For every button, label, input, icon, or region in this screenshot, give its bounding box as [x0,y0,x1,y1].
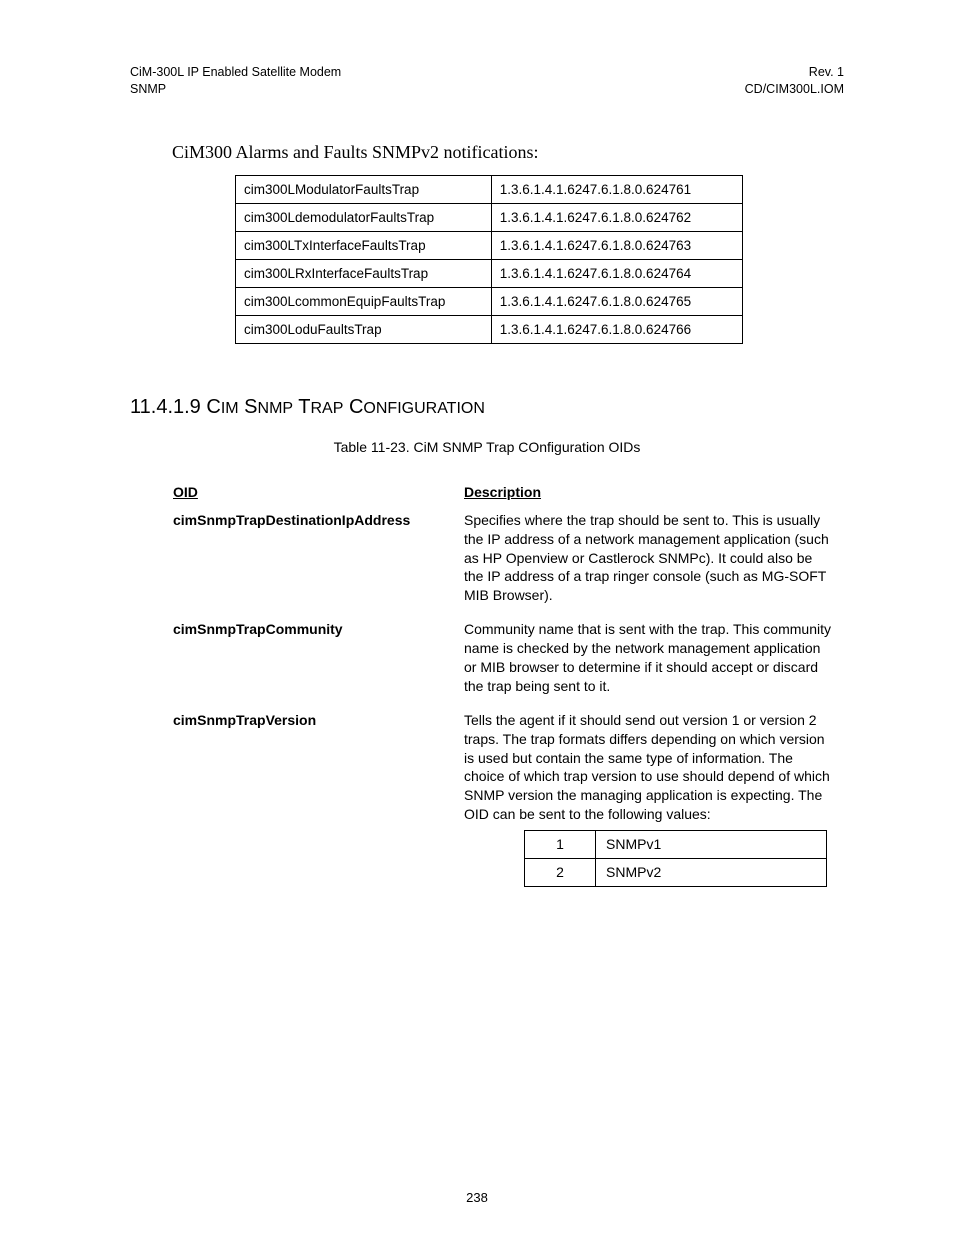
table-row: cimSnmpTrapDestinationIpAddressSpecifies… [172,510,832,619]
header-product-line: CiM-300L IP Enabled Satellite Modem [130,64,341,81]
oid-description: Specifies where the trap should be sent … [463,510,832,619]
header-doc-line: CD/CIM300L.IOM [745,81,844,98]
header-left: CiM-300L IP Enabled Satellite Modem SNMP [130,64,341,98]
oid-name: cimSnmpTrapCommunity [172,619,463,710]
document-page: CiM-300L IP Enabled Satellite Modem SNMP… [0,0,954,1235]
oid-name: cimSnmpTrapVersion [172,710,463,901]
oid-description: Community name that is sent with the tra… [463,619,832,710]
table-row: cimSnmpTrapCommunityCommunity name that … [172,619,832,710]
version-values-table: 1SNMPv12SNMPv2 [524,830,827,887]
notification-oid: 1.3.6.1.4.1.6247.6.1.8.0.624763 [491,231,742,259]
table-row: cim300LoduFaultsTrap1.3.6.1.4.1.6247.6.1… [236,315,743,343]
notification-oid: 1.3.6.1.4.1.6247.6.1.8.0.624762 [491,203,742,231]
notification-name: cim300LModulatorFaultsTrap [236,175,492,203]
oid-description-table: OID Description cimSnmpTrapDestinationIp… [172,483,832,901]
table-row: cim300LTxInterfaceFaultsTrap1.3.6.1.4.1.… [236,231,743,259]
section-heading: 11.4.1.9 CIM SNMP TRAP CONFIGURATION [130,396,844,419]
notification-name: cim300LRxInterfaceFaultsTrap [236,259,492,287]
table-row: cim300LdemodulatorFaultsTrap1.3.6.1.4.1.… [236,203,743,231]
column-header-oid: OID [172,483,463,510]
notification-oid: 1.3.6.1.4.1.6247.6.1.8.0.624765 [491,287,742,315]
table-row: 2SNMPv2 [525,859,827,887]
notification-oid: 1.3.6.1.4.1.6247.6.1.8.0.624761 [491,175,742,203]
page-number: 238 [0,1190,954,1205]
notification-name: cim300LoduFaultsTrap [236,315,492,343]
table-caption: Table 11-23. CiM SNMP Trap COnfiguration… [130,439,844,455]
notification-name: cim300LcommonEquipFaultsTrap [236,287,492,315]
table-row: cim300LRxInterfaceFaultsTrap1.3.6.1.4.1.… [236,259,743,287]
notifications-table: cim300LModulatorFaultsTrap1.3.6.1.4.1.62… [235,175,743,344]
notification-oid: 1.3.6.1.4.1.6247.6.1.8.0.624764 [491,259,742,287]
column-header-description: Description [463,483,832,510]
header-rev-line: Rev. 1 [745,64,844,81]
notification-name: cim300LdemodulatorFaultsTrap [236,203,492,231]
version-label: SNMPv2 [596,859,827,887]
table-row: cim300LModulatorFaultsTrap1.3.6.1.4.1.62… [236,175,743,203]
version-label: SNMPv1 [596,831,827,859]
version-number: 2 [525,859,596,887]
notification-oid: 1.3.6.1.4.1.6247.6.1.8.0.624766 [491,315,742,343]
table-row: 1SNMPv1 [525,831,827,859]
page-header: CiM-300L IP Enabled Satellite Modem SNMP… [130,64,844,98]
heading-number: 11.4.1.9 [130,396,201,418]
version-number: 1 [525,831,596,859]
table-row: cim300LcommonEquipFaultsTrap1.3.6.1.4.1.… [236,287,743,315]
table-row: cimSnmpTrapVersionTells the agent if it … [172,710,832,901]
oid-name: cimSnmpTrapDestinationIpAddress [172,510,463,619]
oid-description: Tells the agent if it should send out ve… [463,710,832,901]
notification-name: cim300LTxInterfaceFaultsTrap [236,231,492,259]
notifications-title: CiM300 Alarms and Faults SNMPv2 notifica… [172,142,844,163]
heading-text: CIM SNMP TRAP CONFIGURATION [206,396,485,418]
header-section-line: SNMP [130,81,341,98]
header-right: Rev. 1 CD/CIM300L.IOM [745,64,844,98]
